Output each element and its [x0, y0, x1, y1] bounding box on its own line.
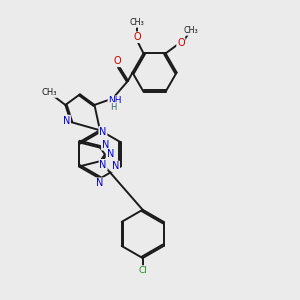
- Text: N: N: [100, 160, 107, 170]
- Text: O: O: [114, 56, 122, 66]
- Text: N: N: [102, 140, 109, 150]
- Text: O: O: [133, 32, 141, 42]
- Text: N: N: [63, 116, 70, 126]
- Text: H: H: [110, 103, 116, 112]
- Text: NH: NH: [108, 96, 122, 105]
- Text: N: N: [96, 178, 103, 188]
- Text: CH₃: CH₃: [183, 26, 198, 35]
- Text: Cl: Cl: [138, 266, 147, 275]
- Text: CH₃: CH₃: [41, 88, 57, 97]
- Text: N: N: [112, 161, 119, 172]
- Text: O: O: [177, 38, 185, 48]
- Text: N: N: [99, 127, 106, 137]
- Text: N: N: [106, 149, 114, 159]
- Text: CH₃: CH₃: [130, 18, 144, 27]
